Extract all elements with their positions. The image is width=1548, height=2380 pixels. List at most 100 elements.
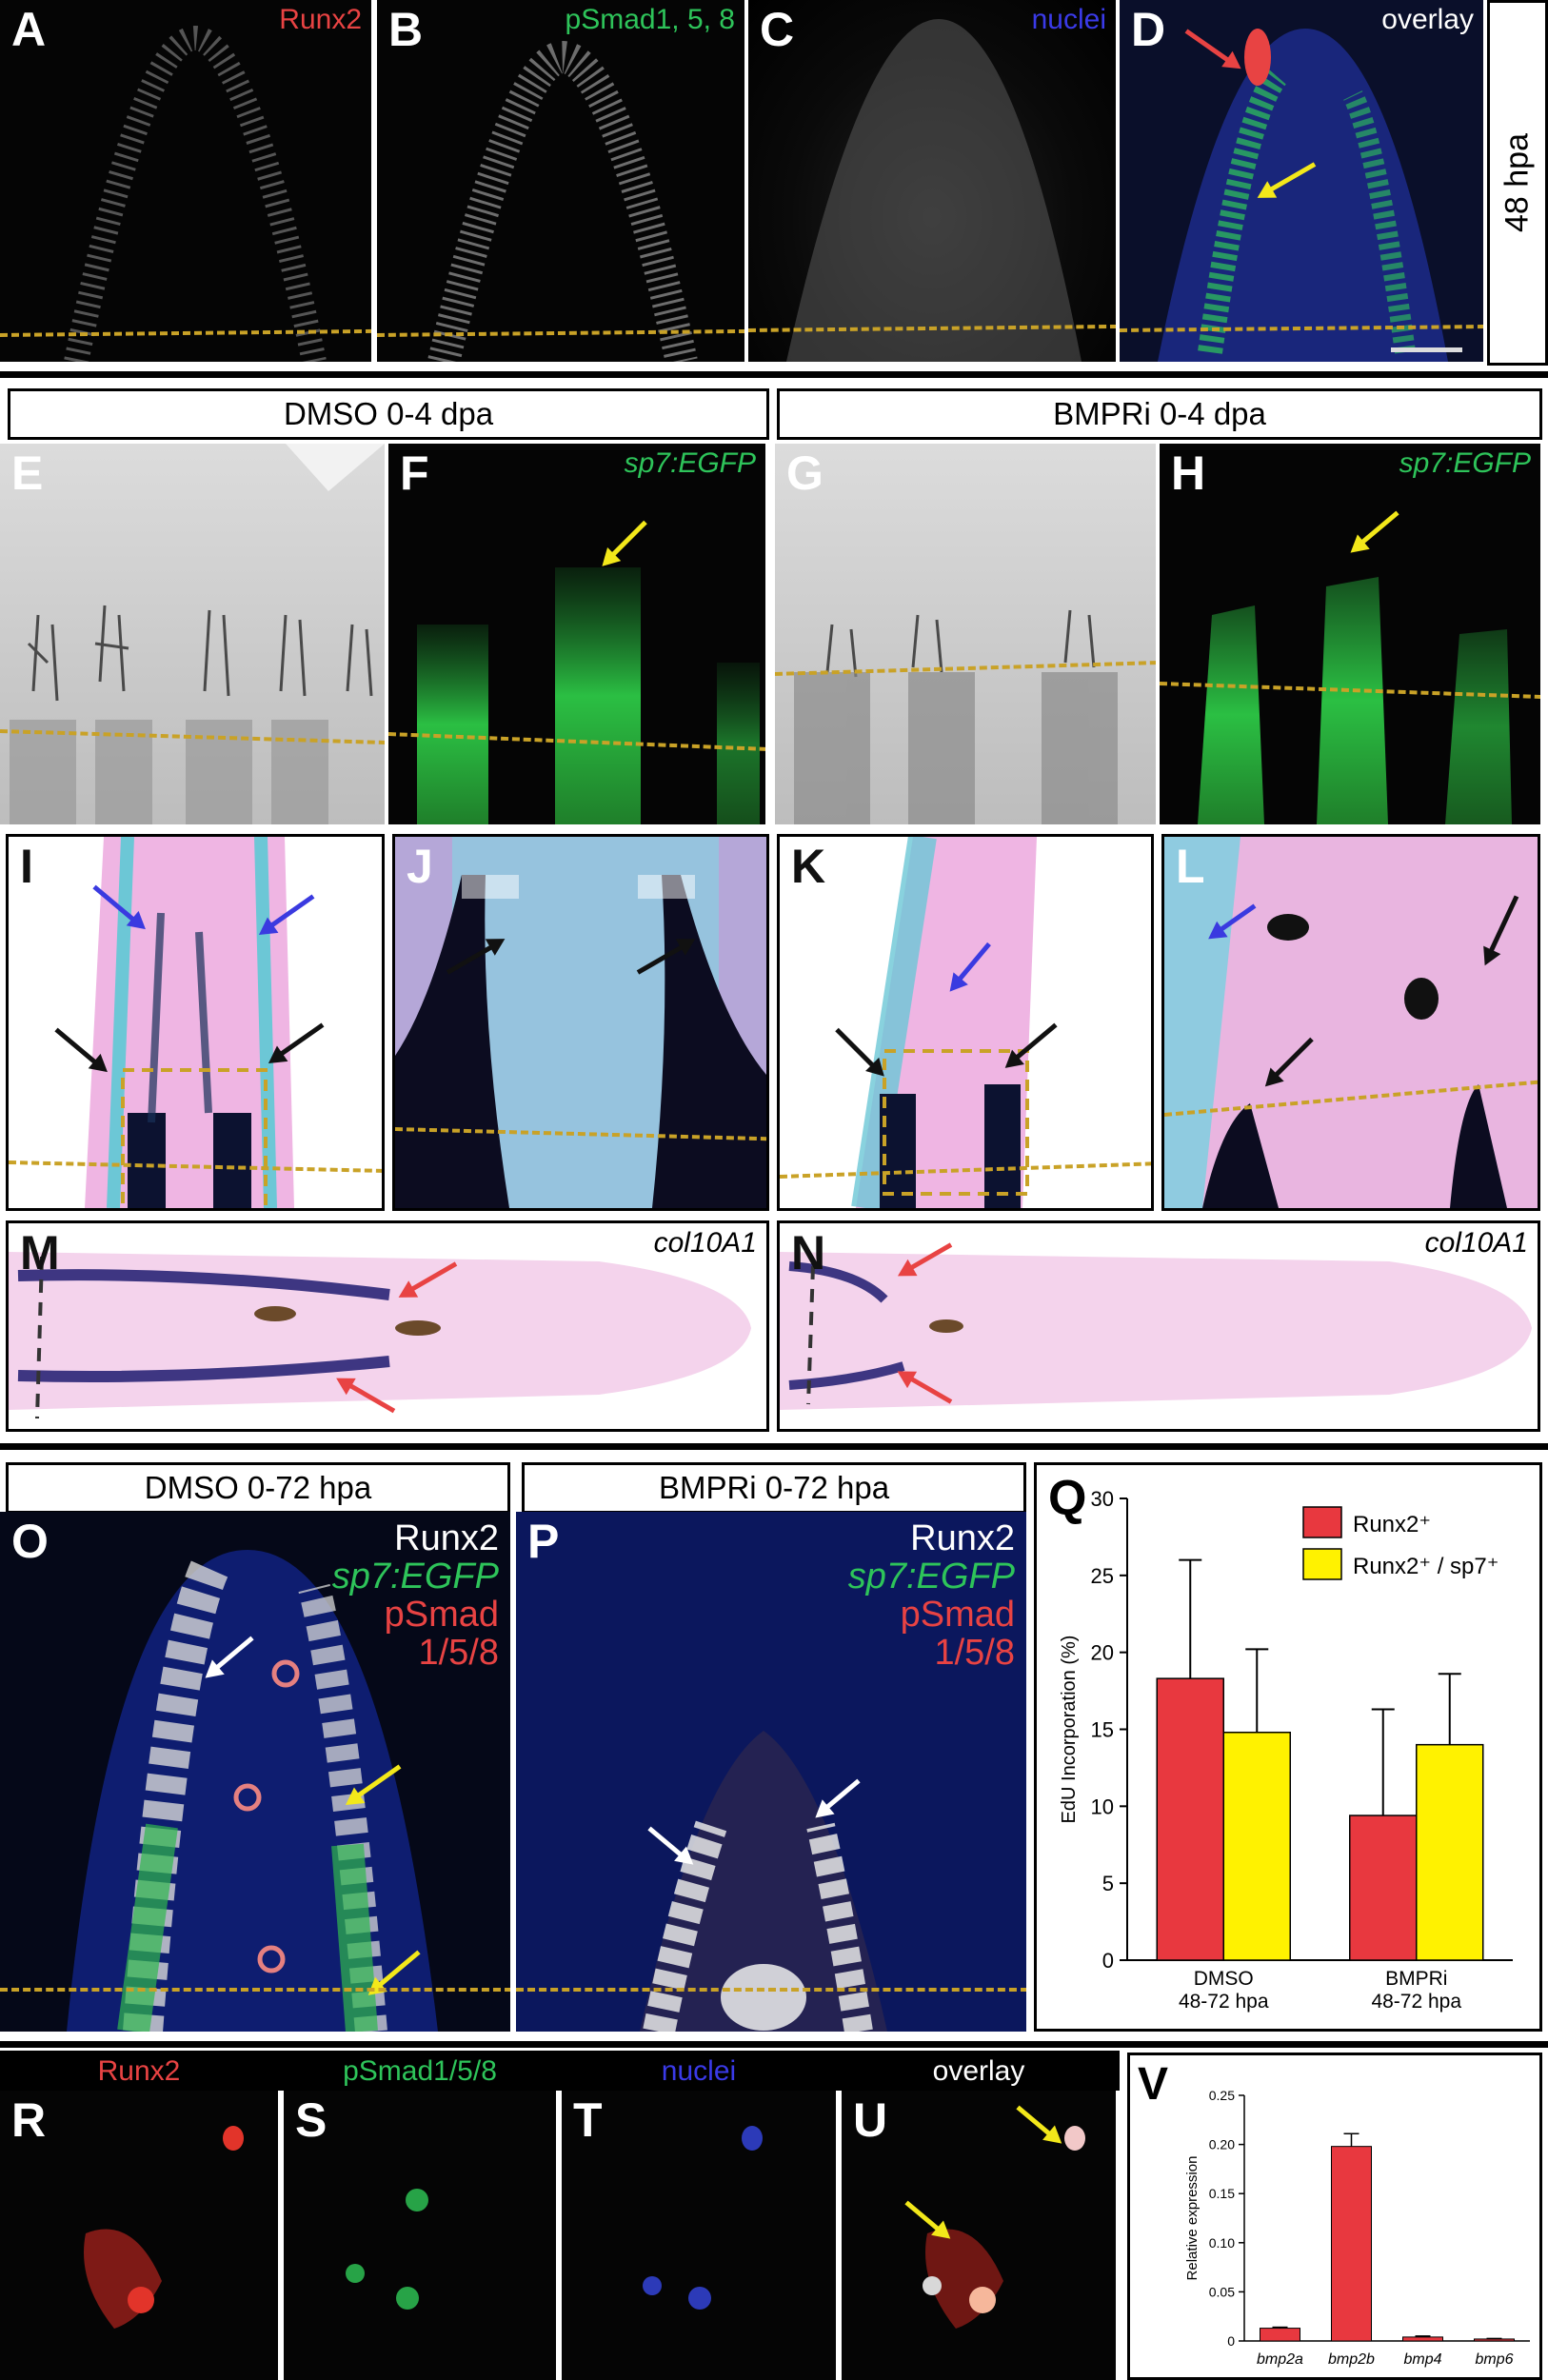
fluorescence-f [417, 567, 760, 824]
panel-d: D overlay [1120, 0, 1483, 362]
panel-letter: Q [1048, 1471, 1086, 1526]
stain-runx2: Runx2 [910, 1518, 1015, 1558]
fluorescence-o [67, 1550, 438, 2032]
stain-legend: Runx2 sp7:EGFP pSmad 1/5/8 [848, 1519, 1015, 1672]
panel-label: Runx2 [279, 4, 362, 35]
y-tick-label: 10 [1091, 1795, 1114, 1818]
panel-l: L [1161, 834, 1540, 1211]
header-p: BMPRi 0-72 hpa [522, 1462, 1026, 1514]
bar [1474, 2338, 1515, 2342]
stain-sp7: sp7:EGFP [331, 1557, 499, 1597]
panel-i: I [6, 834, 385, 1211]
insitu-m [9, 1252, 751, 1419]
header-bmpri: BMPRi 0-4 dpa [777, 388, 1542, 440]
x-tick-label: 48-72 hpa [1371, 1991, 1461, 2013]
panel-j: J [392, 834, 769, 1211]
panel-a: A Runx2 [0, 0, 371, 362]
y-tick-label: 30 [1091, 1487, 1114, 1511]
stain-psmad-sub: 1/5/8 [418, 1633, 499, 1673]
y-tick-label: 0 [1227, 2333, 1235, 2349]
bar [1349, 1815, 1418, 1961]
panel-letter: V [1138, 2059, 1168, 2110]
stain-sp7: sp7:EGFP [847, 1557, 1015, 1597]
chart-q-box: Q 0 5 10 15 20 25 30 EdU Incorporation (%) DMSO 48… [1034, 1462, 1542, 2032]
histology-j [395, 837, 766, 1208]
y-tick-label: 0.20 [1209, 2137, 1235, 2152]
bar [1402, 2336, 1443, 2342]
x-tick-label: DMSO [1194, 1968, 1254, 1990]
tissue-d [1158, 29, 1448, 362]
insitu-n [780, 1252, 1532, 1410]
separator [0, 371, 1548, 378]
panel-r: R Runx2 [0, 2091, 278, 2380]
panel-letter: G [786, 446, 824, 500]
panel-letter: T [573, 2093, 603, 2147]
panel-label: col10A1 [653, 1227, 757, 1259]
legend-swatch [1302, 1506, 1342, 1538]
header-o: DMSO 0-72 hpa [6, 1462, 510, 1514]
fluorescence-h [1198, 577, 1512, 824]
panel-n: N col10A1 [777, 1220, 1540, 1432]
panel-t: T [562, 2091, 836, 2380]
panel-letter: R [11, 2093, 47, 2147]
histology-i [9, 837, 382, 1208]
panel-letter: M [20, 1226, 60, 1279]
panel-o: O Runx2 sp7:EGFP pSmad 1/5/8 [0, 1512, 510, 2032]
label-nuclei: nuclei [661, 2055, 737, 2087]
brightfield-g [794, 609, 1118, 824]
y-tick-label: 20 [1091, 1641, 1114, 1665]
y-tick-label: 15 [1091, 1718, 1114, 1742]
histology-k [780, 837, 1151, 1208]
stain-psmad-sub: 1/5/8 [934, 1633, 1015, 1673]
brightfield-e [10, 444, 385, 824]
panel-letter: O [11, 1515, 49, 1568]
bar [1416, 1743, 1484, 1961]
label-runx2: Runx2 [97, 2055, 181, 2087]
x-tick-label: bmp2b [1328, 2351, 1375, 2368]
amputation-line [516, 1988, 1026, 1992]
y-tick-label: 5 [1102, 1872, 1114, 1895]
panel-label: overlay [1381, 4, 1474, 35]
panel-letter: S [295, 2093, 327, 2147]
stain-psmad: pSmad [384, 1595, 499, 1635]
stain-psmad: pSmad [900, 1595, 1015, 1635]
y-tick-label: 0.15 [1209, 2186, 1235, 2201]
y-tick-label: 0.10 [1209, 2235, 1235, 2251]
separator [0, 2041, 1548, 2048]
panel-c: C nuclei [748, 0, 1116, 362]
panel-letter: L [1176, 840, 1205, 893]
side-label-box: 48 hpa [1487, 0, 1548, 366]
cells-r [84, 2126, 244, 2329]
cells-t [643, 2126, 763, 2310]
x-tick-label: BMPRi [1385, 1968, 1447, 1990]
y-tick-label: 0.25 [1209, 2088, 1235, 2103]
panel-m: M col10A1 [6, 1220, 769, 1432]
stain-runx2: Runx2 [394, 1518, 499, 1558]
cells-s [346, 2189, 428, 2310]
stain-legend: Runx2 sp7:EGFP pSmad 1/5/8 [332, 1519, 499, 1672]
x-tick-label: bmp6 [1475, 2351, 1513, 2368]
y-tick-label: 0.05 [1209, 2284, 1235, 2299]
panel-u: U [842, 2091, 1116, 2380]
y-tick-label: 25 [1091, 1564, 1114, 1588]
panel-e: E [0, 444, 385, 824]
panel-letter: D [1131, 3, 1166, 56]
legend-swatch [1302, 1548, 1342, 1580]
chart-v-box: V 0 0.05 0.10 0.15 0.20 0.25 Relative expressio… [1127, 2053, 1542, 2380]
x-tick-label: bmp2a [1257, 2351, 1303, 2368]
x-tick-label: bmp4 [1403, 2351, 1441, 2368]
panel-f: F sp7:EGFP [388, 444, 765, 824]
header-dmso: DMSO 0-4 dpa [8, 388, 769, 440]
cells-u [923, 2126, 1085, 2329]
legend-label: Runx2⁺ [1353, 1512, 1431, 1537]
panel-label: col10A1 [1424, 1227, 1528, 1259]
panel-letter: U [853, 2093, 888, 2147]
bar [1331, 2146, 1372, 2342]
x-tick-label: 48-72 hpa [1179, 1991, 1269, 2013]
panel-h: H sp7:EGFP [1160, 444, 1540, 824]
panel-label: nuclei [1031, 4, 1106, 35]
scale-bar [1391, 347, 1462, 352]
tissue-a [64, 25, 327, 362]
y-axis-label: Relative expression [1184, 2156, 1201, 2281]
